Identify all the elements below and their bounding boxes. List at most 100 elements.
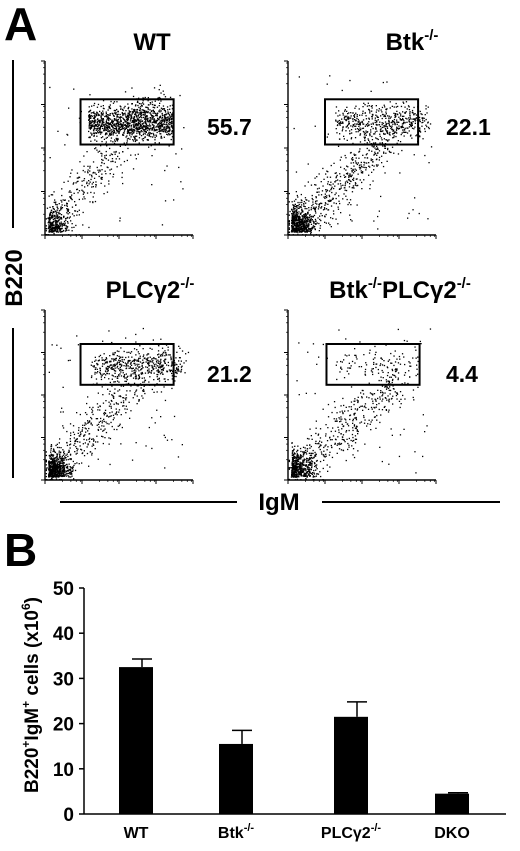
facs-event-dot bbox=[109, 107, 112, 110]
facs-event-dot bbox=[52, 462, 54, 464]
facs-event-dot bbox=[55, 216, 57, 218]
facs-event-dot bbox=[76, 210, 79, 213]
facs-event-dot bbox=[116, 403, 118, 405]
facs-event-dot bbox=[144, 130, 146, 132]
facs-event-dot bbox=[92, 129, 95, 131]
facs-event-dot bbox=[105, 111, 107, 113]
facs-event-dot bbox=[364, 136, 366, 138]
facs-event-dot bbox=[134, 137, 136, 139]
facs-event-dot bbox=[95, 359, 97, 361]
facs-event-dot bbox=[160, 133, 162, 135]
facs-event-dot bbox=[57, 457, 59, 459]
facs-event-dot bbox=[385, 113, 387, 115]
facs-event-dot bbox=[183, 127, 185, 129]
facs-event-dot bbox=[49, 213, 51, 215]
facs-event-dot bbox=[92, 181, 94, 184]
facs-event-dot bbox=[104, 362, 107, 364]
facs-event-dot bbox=[120, 123, 123, 126]
facs-event-dot bbox=[50, 470, 52, 472]
facs-event-dot bbox=[50, 451, 52, 453]
facs-event-dot bbox=[293, 208, 295, 211]
facs-event-dot bbox=[97, 429, 100, 431]
facs-event-dot bbox=[150, 136, 152, 138]
facs-event-dot bbox=[178, 166, 180, 169]
facs-event-dot bbox=[150, 372, 152, 374]
facs-event-dot bbox=[93, 171, 95, 174]
facs-event-dot bbox=[66, 204, 68, 206]
facs-event-dot bbox=[70, 466, 72, 469]
facs-event-dot bbox=[103, 121, 105, 124]
facs-event-dot bbox=[148, 370, 150, 372]
facs-event-dot bbox=[375, 137, 377, 139]
facs-event-dot bbox=[293, 225, 296, 227]
facs-event-dot bbox=[87, 421, 89, 423]
facs-event-dot bbox=[296, 207, 298, 209]
facs-event-dot bbox=[309, 220, 311, 222]
facs-event-dot bbox=[168, 120, 170, 122]
facs-event-dot bbox=[109, 132, 111, 135]
facs-event-dot bbox=[359, 129, 361, 132]
facs-event-dot bbox=[102, 436, 104, 438]
facs-event-dot bbox=[419, 120, 421, 123]
facs-event-dot bbox=[366, 157, 369, 159]
facs-event-dot bbox=[99, 121, 101, 123]
facs-event-dot bbox=[62, 465, 65, 467]
facs-event-dot bbox=[106, 118, 109, 120]
facs-event-dot bbox=[62, 462, 64, 464]
facs-event-dot bbox=[297, 218, 300, 220]
facs-event-dot bbox=[157, 374, 159, 376]
facs-event-dot bbox=[142, 388, 145, 391]
facs-event-dot bbox=[132, 397, 134, 399]
facs-event-dot bbox=[45, 469, 47, 472]
facs-event-dot bbox=[112, 394, 114, 397]
facs-event-dot bbox=[170, 121, 172, 124]
facs-event-dot bbox=[167, 125, 169, 127]
facs-event-dot bbox=[304, 217, 307, 220]
facs-event-dot bbox=[390, 127, 392, 130]
facs-event-dot bbox=[114, 161, 116, 163]
facs-event-dot bbox=[176, 370, 179, 372]
facs-event-dot bbox=[348, 122, 350, 125]
facs-event-dot bbox=[121, 358, 123, 361]
facs-event-dot bbox=[381, 139, 383, 141]
facs-event-dot bbox=[122, 372, 124, 374]
facs-event-dot bbox=[386, 160, 388, 162]
facs-event-dot bbox=[69, 359, 71, 361]
facs-event-dot bbox=[56, 204, 58, 206]
facs-event-dot bbox=[114, 367, 116, 369]
facs-event-dot bbox=[125, 110, 127, 112]
facs-event-dot bbox=[406, 127, 408, 129]
facs-event-dot bbox=[120, 364, 123, 366]
facs-event-dot bbox=[157, 359, 159, 361]
facs-event-dot bbox=[319, 203, 321, 205]
facs-event-dot bbox=[130, 129, 132, 131]
facs-event-dot bbox=[300, 226, 302, 228]
facs-event-dot bbox=[104, 376, 106, 379]
facs-event-dot bbox=[383, 126, 385, 128]
facs-event-dot bbox=[348, 117, 350, 119]
facs-event-dot bbox=[112, 122, 114, 124]
facs-event-dot bbox=[348, 179, 350, 181]
facs-event-dot bbox=[327, 171, 329, 173]
facs-event-dot bbox=[377, 152, 379, 154]
facs-event-dot bbox=[111, 358, 113, 360]
facs-event-dot bbox=[140, 119, 142, 121]
facs-event-dot bbox=[167, 112, 169, 114]
facs-event-dot bbox=[127, 125, 129, 127]
facs-event-dot bbox=[143, 114, 145, 116]
facs-event-dot bbox=[326, 136, 328, 138]
facs-event-dot bbox=[161, 369, 163, 371]
facs-event-dot bbox=[311, 226, 313, 228]
facs-event-dot bbox=[156, 119, 158, 122]
facs-event-dot bbox=[344, 184, 346, 187]
facs-event-dot bbox=[89, 165, 91, 167]
facs-event-dot bbox=[78, 209, 80, 211]
facs-event-dot bbox=[48, 228, 50, 230]
facs-event-dot bbox=[131, 121, 133, 123]
facs-event-dot bbox=[65, 225, 67, 227]
facs-event-dot bbox=[90, 416, 92, 419]
facs-event-dot bbox=[93, 117, 95, 119]
facs-event-dot bbox=[50, 479, 52, 481]
facs-event-dot bbox=[304, 215, 306, 218]
facs-event-dot bbox=[161, 364, 163, 366]
